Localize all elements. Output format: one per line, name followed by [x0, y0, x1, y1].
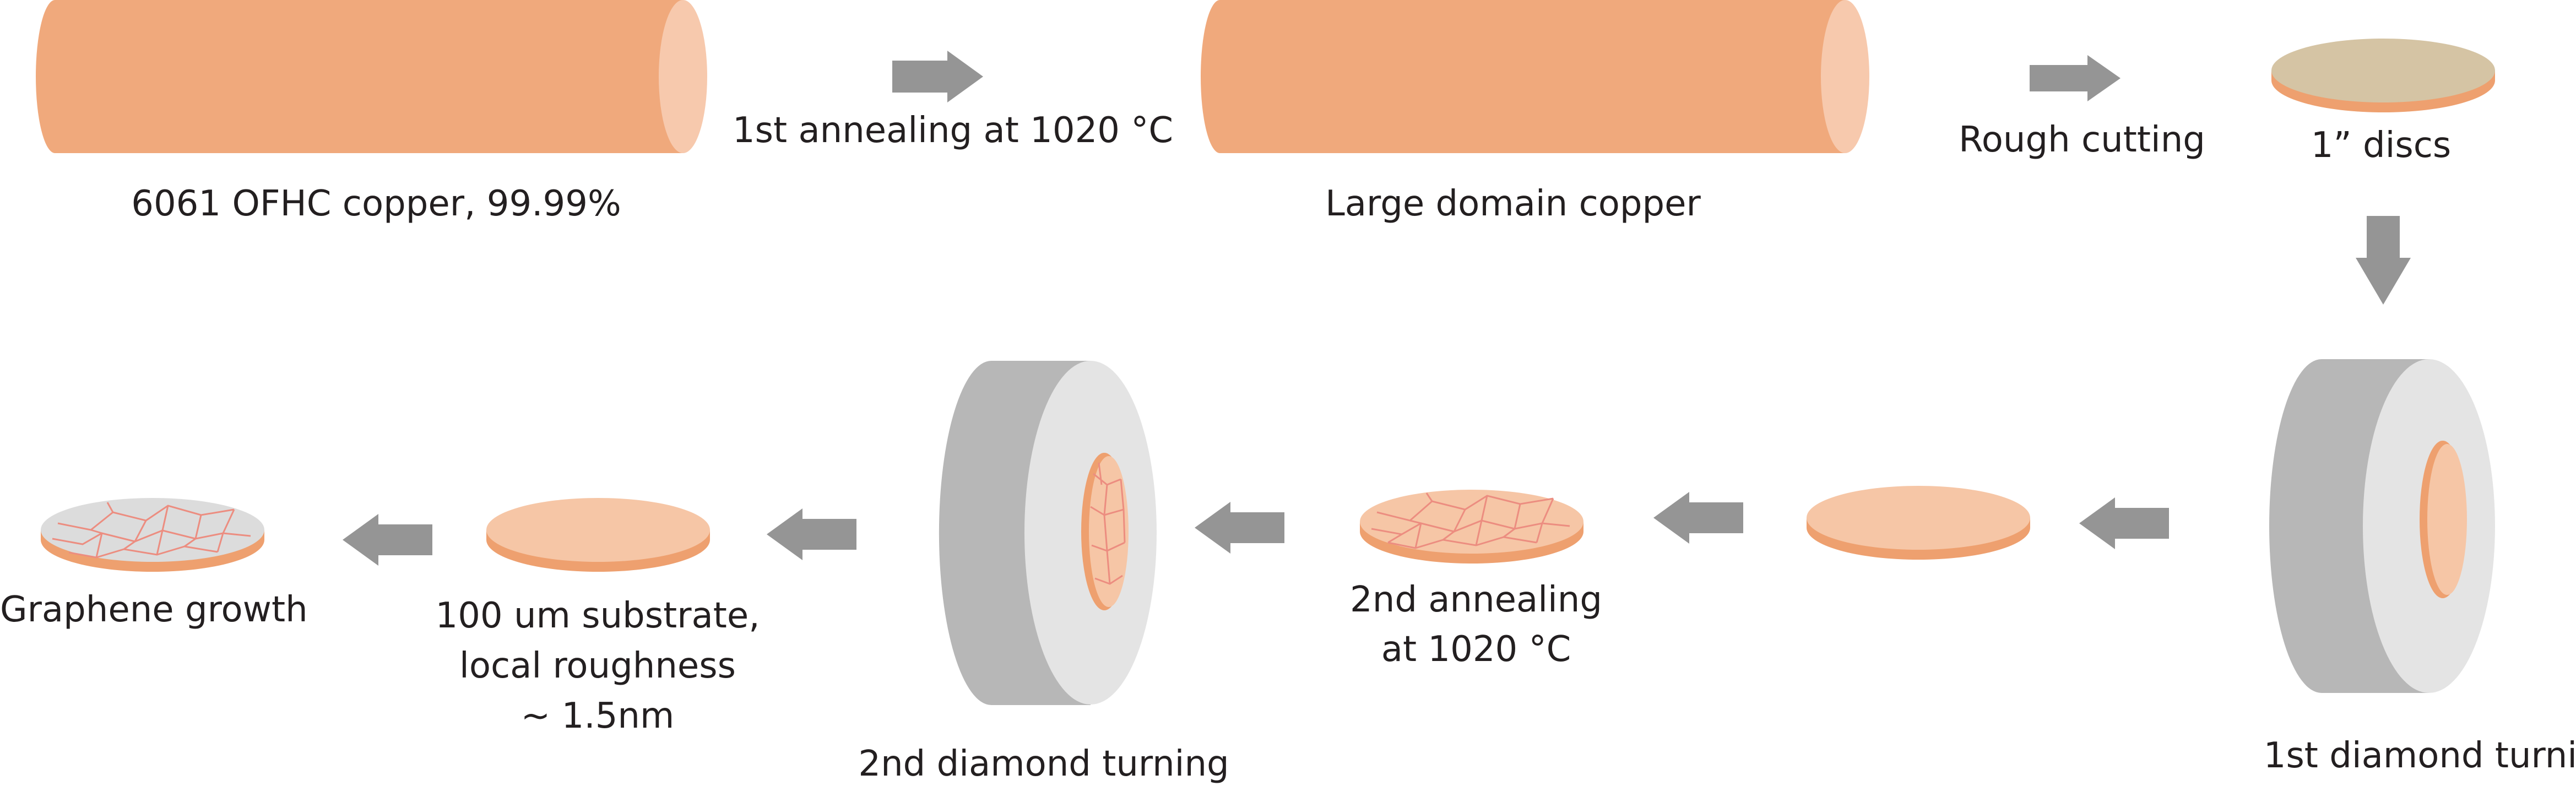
raw-disc-icon — [2271, 39, 2495, 112]
arrow-right-1-icon — [892, 51, 983, 102]
discs-label: 1” discs — [2311, 125, 2452, 166]
arrow-left-5-icon — [343, 514, 432, 566]
first-annealing-label: 1st annealing at 1020 °C — [732, 110, 1174, 151]
graphene-disc-icon — [41, 498, 264, 572]
substrate-line1: 100 um substrate, — [435, 595, 760, 636]
second-diamond-turning-label: 2nd diamond turning — [858, 744, 1229, 784]
arrow-left-2-icon — [1653, 492, 1743, 544]
second-annealing-label: 2nd annealing at 1020 °C — [1350, 576, 1602, 674]
graphene-growth-label: Graphene growth — [0, 589, 308, 630]
substrate-line2: local roughness — [459, 645, 736, 686]
arrow-left-1-icon — [2079, 497, 2169, 549]
smooth-disc-icon — [1807, 486, 2030, 560]
second-annealing-line1: 2nd annealing — [1350, 579, 1602, 620]
arrow-left-4-icon — [767, 508, 856, 560]
substrate-label: 100 um substrate, local roughness ~ 1.5n… — [435, 591, 760, 741]
rough-cutting-label: Rough cutting — [1959, 120, 2205, 160]
large-domain-copper-rod-icon — [1201, 0, 1869, 153]
grain-disc-icon — [1360, 490, 1583, 564]
arrow-left-3-icon — [1195, 502, 1284, 554]
arrow-down-icon — [2356, 216, 2411, 305]
substrate-disc-icon — [486, 498, 710, 572]
raw-copper-label: 6061 OFHC copper, 99.99% — [131, 183, 621, 224]
second-diamond-turning-chuck-icon — [939, 361, 1157, 705]
first-diamond-turning-label: 1st diamond turning — [2263, 735, 2576, 776]
first-diamond-turning-chuck-icon — [2269, 359, 2495, 693]
arrow-right-2-icon — [2030, 55, 2121, 101]
second-annealing-line2: at 1020 °C — [1381, 629, 1571, 670]
raw-copper-rod-icon — [36, 0, 707, 153]
large-domain-label: Large domain copper — [1325, 183, 1701, 224]
substrate-line3: ~ 1.5nm — [520, 695, 675, 736]
